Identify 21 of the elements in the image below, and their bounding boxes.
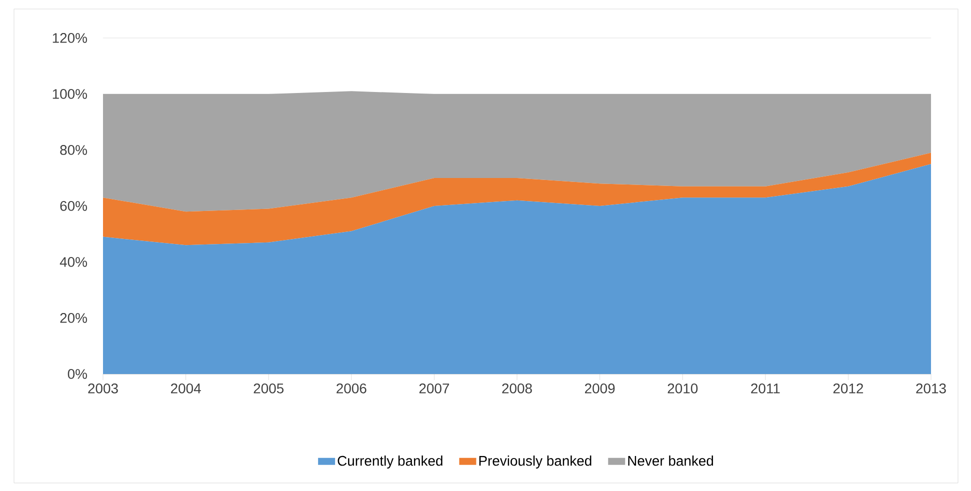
- x-tick-label: 2008: [502, 383, 532, 394]
- x-tick-label: 2013: [916, 383, 946, 394]
- x-tick-label: 2010: [668, 383, 698, 394]
- y-tick-label: 100%: [52, 89, 87, 99]
- x-tick-label: 2004: [171, 383, 201, 394]
- x-tick-label: 2007: [419, 383, 450, 394]
- y-tick-label: 60%: [60, 201, 87, 211]
- x-tick-label: 2003: [88, 383, 118, 394]
- x-tick-label: 2009: [585, 383, 615, 394]
- y-tick-label: 0%: [68, 369, 87, 379]
- legend-label: Currently banked: [338, 456, 442, 469]
- y-tick-label: 20%: [60, 313, 87, 323]
- y-tick-label: 80%: [60, 145, 87, 155]
- y-tick-label: 120%: [52, 33, 87, 43]
- x-tick-label: 2006: [336, 383, 366, 394]
- legend-label: Previously banked: [479, 456, 592, 469]
- y-tick-label: 40%: [60, 257, 87, 267]
- x-tick-label: 2005: [254, 383, 284, 394]
- legend-label: Never banked: [628, 456, 714, 466]
- x-tick-label: 2011: [751, 383, 780, 394]
- x-tick-label: 2012: [833, 383, 864, 394]
